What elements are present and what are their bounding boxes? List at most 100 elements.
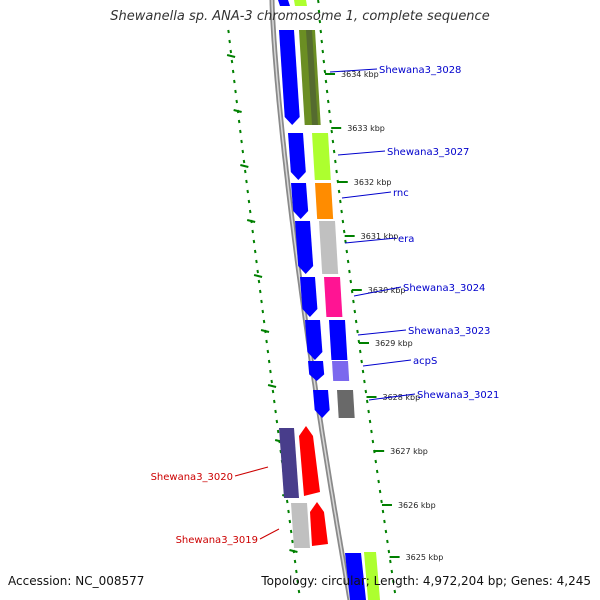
ring-dot xyxy=(230,59,234,64)
ring-dot xyxy=(325,89,329,94)
cds-arrow xyxy=(279,30,300,125)
ring-dash xyxy=(260,329,270,333)
ring-dot xyxy=(239,129,242,134)
ring-dot xyxy=(297,589,301,594)
ring-dot xyxy=(262,319,266,324)
ring-dot xyxy=(231,69,235,74)
ring-dot xyxy=(345,249,349,254)
topology-text: Topology: circular; Length: 4,972,204 bp… xyxy=(261,574,591,588)
reverse-cds-arrow xyxy=(310,502,328,546)
gene-block xyxy=(364,552,380,600)
gene-block xyxy=(312,133,331,180)
ring-dot xyxy=(390,569,394,574)
ring-dot xyxy=(291,539,294,544)
label-leader-line xyxy=(329,68,378,73)
ring-dot xyxy=(233,79,236,84)
ring-dot xyxy=(332,149,336,154)
ring-dot xyxy=(393,589,397,594)
ring-dot xyxy=(360,359,363,364)
ring-dash xyxy=(226,54,236,58)
ring-dash xyxy=(233,109,242,113)
ring-dot xyxy=(335,169,338,174)
ring-dot xyxy=(371,439,375,444)
gene-label: rnc xyxy=(393,188,409,199)
ring-dot xyxy=(363,379,366,384)
gene-label: Shewana3_3027 xyxy=(387,147,469,158)
ring-dot xyxy=(329,119,332,124)
ring-dot xyxy=(387,549,391,554)
ring-dash xyxy=(246,219,256,223)
label-leader-line xyxy=(353,286,402,297)
kbp-tick-label: 3630 kbp xyxy=(368,286,406,295)
ring-dot xyxy=(295,569,298,574)
ring-dot xyxy=(247,199,251,204)
ring-dot xyxy=(356,329,359,334)
ring-dot xyxy=(240,139,243,144)
ring-dot xyxy=(319,29,323,34)
ring-dot xyxy=(341,219,345,224)
ring-dot xyxy=(354,319,358,324)
ring-dash xyxy=(253,274,263,278)
label-leader-line xyxy=(357,329,407,336)
ring-dot xyxy=(255,259,258,264)
label-leader-line xyxy=(362,359,412,367)
cds-arrow xyxy=(305,320,323,360)
cds-arrow xyxy=(288,133,306,180)
gene-block xyxy=(332,361,350,381)
label-leader-line xyxy=(344,237,397,244)
ring-dot xyxy=(328,109,331,114)
ring-dot xyxy=(322,59,326,64)
ring-dot xyxy=(361,369,365,374)
gene-block xyxy=(324,277,343,317)
ring-dot xyxy=(374,459,378,464)
gene-label: Shewana3_3021 xyxy=(417,390,499,401)
ring-dot xyxy=(260,299,263,304)
ring-dot xyxy=(386,539,389,544)
gene-label: Shewana3_3019 xyxy=(176,535,258,546)
ring-dot xyxy=(275,419,279,424)
ring-dot xyxy=(241,149,245,154)
ring-dot xyxy=(252,239,256,244)
kbp-tick-label: 3628 kbp xyxy=(383,393,421,402)
kbp-tick-label: 3629 kbp xyxy=(375,339,413,348)
ring-dot xyxy=(365,399,369,404)
ring-dot xyxy=(317,0,320,4)
ring-dot xyxy=(289,529,293,534)
ring-dot xyxy=(330,129,334,134)
ring-dot xyxy=(380,499,383,504)
ring-dot xyxy=(348,269,351,274)
gene-block xyxy=(279,428,299,498)
kbp-tick-label: 3633 kbp xyxy=(347,124,385,133)
gene-block xyxy=(315,183,334,219)
ring-dot xyxy=(242,159,246,164)
ring-dot xyxy=(253,249,257,254)
ring-dot xyxy=(234,89,237,94)
ring-dot xyxy=(364,389,368,394)
cds-arrow xyxy=(295,221,314,274)
ring-dot xyxy=(266,349,270,354)
ring-dot xyxy=(349,279,353,284)
ring-dot xyxy=(337,189,341,194)
gene-block xyxy=(291,503,310,548)
ring-dot xyxy=(377,479,380,484)
ring-dot xyxy=(258,289,262,294)
gene-label: acpS xyxy=(413,356,437,367)
ring-dot xyxy=(256,269,260,274)
kbp-tick-label: 3627 kbp xyxy=(390,447,428,456)
ring-dot xyxy=(346,259,350,264)
ring-dot xyxy=(235,99,239,104)
map-title: Shewanella sp. ANA-3 chromosome 1, compl… xyxy=(110,9,490,24)
ring-dot xyxy=(392,579,395,584)
ring-dot xyxy=(271,389,275,394)
gene-block xyxy=(329,320,348,360)
ring-dot xyxy=(287,509,290,514)
ring-dot xyxy=(228,39,231,44)
ring-dot xyxy=(229,49,233,54)
ring-dot xyxy=(270,379,274,384)
ring-dot xyxy=(243,169,247,174)
ring-dot xyxy=(257,279,261,284)
ring-dot xyxy=(375,469,379,474)
accession-text: Accession: NC_008577 xyxy=(8,574,145,588)
ring-dot xyxy=(340,209,343,214)
